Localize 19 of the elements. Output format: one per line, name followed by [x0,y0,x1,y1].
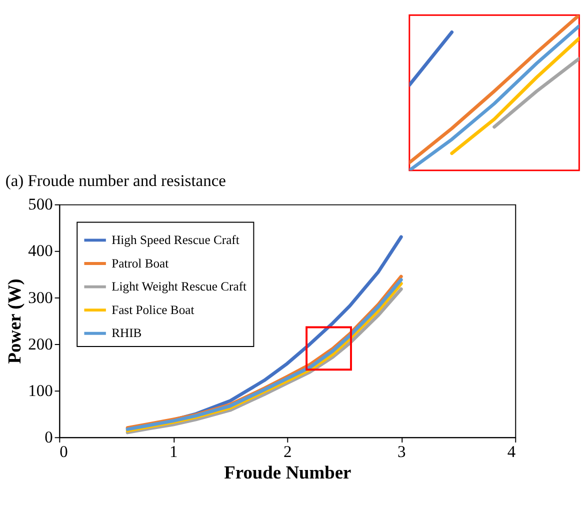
y-tick-label: 500 [28,194,53,214]
legend-label: Fast Police Boat [112,302,195,317]
y-tick-label: 200 [28,334,53,354]
x-tick-label: 0 [60,442,68,462]
legend-label: Patrol Boat [112,256,170,270]
y-axis-title: Power (W) [4,278,24,364]
chart-title: (a) Froude number and resistance [5,170,226,190]
x-tick-label: 3 [398,442,406,462]
legend-label: High Speed Rescue Craft [112,233,240,248]
x-tick-label: 4 [507,442,516,462]
x-axis-title: Froude Number [224,462,352,482]
legend-label: Light Weight Rescue Craft [112,280,248,294]
y-tick-label: 0 [44,428,53,446]
y-tick-label: 400 [28,241,53,260]
legend-label: RHIB [112,326,142,340]
x-tick-label: 1 [170,442,178,462]
y-tick-label: 100 [28,380,53,400]
y-tick-label: 300 [28,288,53,307]
x-tick-label: 2 [284,442,292,462]
